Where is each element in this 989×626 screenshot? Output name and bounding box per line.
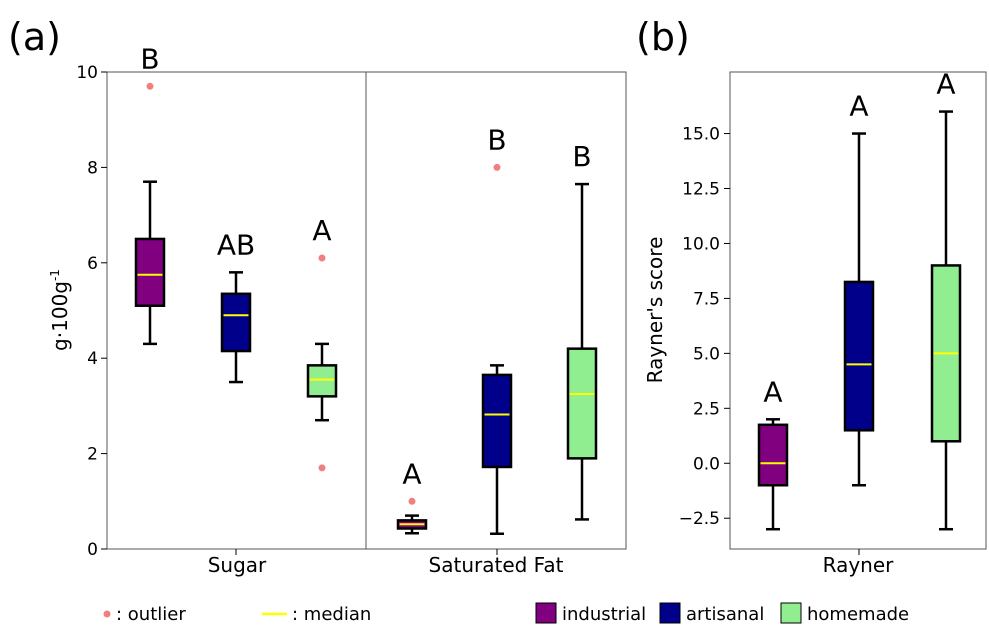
significance-letter: A: [312, 214, 331, 247]
y-tick-label: 8: [87, 158, 98, 178]
box-iqr: [134, 237, 166, 307]
box-iqr: [757, 423, 789, 487]
box-iqr: [220, 292, 252, 353]
panel-label-b: (b): [636, 15, 690, 59]
y-axis-label-b: Rayner's score: [643, 237, 667, 384]
significance-letter: B: [487, 123, 506, 156]
significance-letter: AB: [217, 228, 255, 261]
box-homemade: A: [306, 214, 338, 472]
y-axis-label-a-sup: -1: [48, 269, 62, 281]
outlier-point: [493, 163, 501, 171]
y-tick-label: 4: [87, 349, 98, 369]
significance-letter: B: [140, 42, 159, 75]
box-industrial: A: [396, 457, 428, 535]
legend: : outlier : median industrial artisanal …: [103, 602, 909, 625]
significance-letter: B: [572, 140, 591, 173]
box-homemade: A: [930, 68, 962, 531]
y-tick-label: 15.0: [682, 125, 720, 145]
x-group-label-rayner: Rayner: [823, 553, 895, 577]
significance-letter: A: [936, 68, 955, 101]
x-group-label-saturated-fat: Saturated Fat: [429, 553, 564, 577]
y-tick-label: −2.5: [679, 509, 720, 529]
significance-letter: A: [763, 375, 782, 408]
significance-letter: A: [402, 457, 421, 490]
box-iqr: [843, 280, 875, 432]
plot-area-b: −2.5 0.0 2.5 5.0 7.5 10.0 12.5 15.0 A A A: [679, 68, 987, 555]
y-axis-label-a-main: g·100g: [48, 281, 72, 351]
box-artisanal: A: [843, 90, 875, 487]
outlier-point: [146, 82, 154, 90]
outlier-point: [318, 254, 326, 262]
outlier-point: [408, 497, 416, 505]
legend-artisanal-label: artisanal: [686, 604, 764, 625]
box-artisanal: B: [481, 123, 513, 535]
legend-outlier-label: : outlier: [116, 604, 186, 625]
y-tick-label: 10.0: [682, 234, 720, 254]
x-group-label-sugar: Sugar: [208, 553, 267, 577]
box-homemade: B: [566, 140, 598, 521]
y-tick-label: 2: [87, 445, 98, 465]
legend-industrial-swatch: [535, 602, 557, 624]
y-tick-label: 0: [87, 540, 98, 560]
outlier-point: [318, 464, 326, 472]
y-tick-label: 12.5: [682, 180, 720, 200]
box-iqr: [306, 364, 338, 398]
y-tick-label: 5.0: [693, 344, 720, 364]
plot-frame: [729, 71, 987, 550]
box-iqr: [481, 373, 513, 469]
y-tick-label: 0.0: [693, 454, 720, 474]
box-industrial: A: [757, 375, 789, 531]
box-iqr: [566, 347, 598, 460]
legend-artisanal-swatch: [659, 602, 681, 624]
panel-label-a: (a): [8, 15, 61, 59]
y-tick-label: 10: [76, 63, 98, 83]
box-artisanal: AB: [217, 228, 255, 384]
box-industrial: B: [134, 42, 166, 346]
y-tick-label: 6: [87, 254, 98, 274]
legend-homemade-swatch: [780, 602, 802, 624]
significance-letter: A: [849, 90, 868, 123]
y-tick-label: 2.5: [693, 399, 720, 419]
y-axis-label-a: g·100g-1: [48, 269, 72, 351]
legend-homemade-label: homemade: [807, 604, 909, 625]
legend-median-label: : median: [292, 604, 371, 625]
y-tick-label: 7.5: [693, 289, 720, 309]
legend-industrial-label: industrial: [562, 604, 646, 625]
legend-outlier-marker: [103, 610, 111, 618]
